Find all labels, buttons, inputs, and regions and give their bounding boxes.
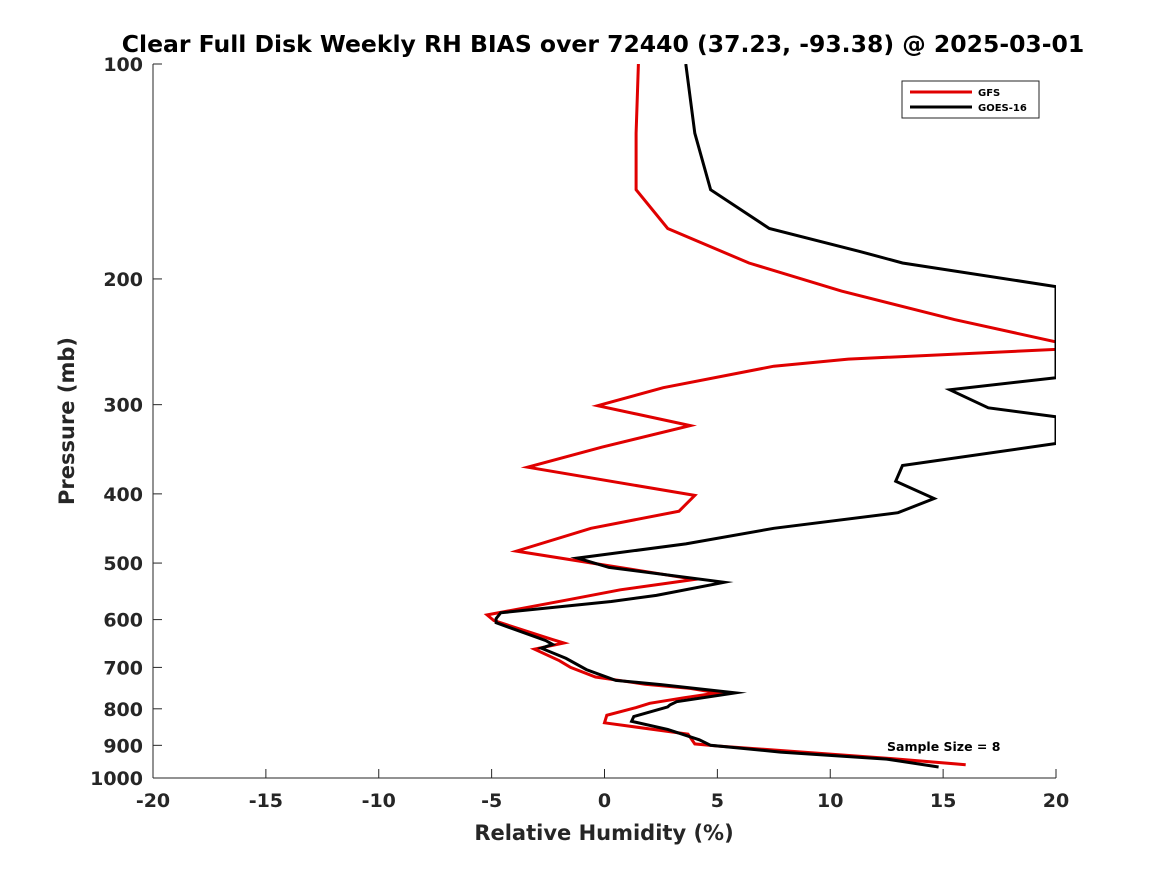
y-axis-label: Pressure (mb) [55, 337, 79, 505]
x-tick-label: 0 [598, 790, 611, 812]
legend-label-goes16: GOES-16 [978, 103, 1027, 114]
y-tick-label: 900 [103, 735, 143, 757]
x-tick-label: 10 [817, 790, 843, 812]
y-tick-label: 300 [103, 395, 143, 417]
legend-label-gfs: GFS [978, 88, 1000, 99]
x-axis-label: Relative Humidity (%) [474, 821, 733, 845]
plot-area [153, 64, 1056, 778]
x-tick-label: -20 [136, 790, 170, 812]
y-tick-label: 400 [103, 484, 143, 506]
sample-size-annotation: Sample Size = 8 [887, 739, 1000, 754]
x-tick-label: -10 [362, 790, 396, 812]
x-tick-label: 5 [711, 790, 724, 812]
y-tick-label: 200 [103, 269, 143, 291]
x-tick-label: 15 [930, 790, 956, 812]
x-tick-label: 20 [1043, 790, 1069, 812]
x-axis-ticks: -20 -15 -10 -5 0 5 10 15 20 [136, 769, 1069, 812]
series-line-gfs [483, 64, 1056, 767]
y-tick-label: 1000 [90, 768, 143, 790]
chart-title: Clear Full Disk Weekly RH BIAS over 7244… [122, 30, 1084, 58]
y-tick-label: 800 [103, 699, 143, 721]
y-tick-label: 100 [103, 54, 143, 76]
y-tick-label: 500 [103, 553, 143, 575]
legend: GFS GOES-16 [901, 80, 1040, 119]
y-tick-label: 600 [103, 610, 143, 632]
x-tick-label: -15 [249, 790, 283, 812]
x-tick-label: -5 [481, 790, 502, 812]
series-layer [483, 64, 1056, 769]
y-axis-ticks: 100 200 300 400 500 600 700 800 900 1000 [90, 54, 162, 790]
legend-box [901, 80, 1040, 119]
series-line-goes16 [494, 64, 1056, 769]
y-tick-label: 700 [103, 657, 143, 679]
